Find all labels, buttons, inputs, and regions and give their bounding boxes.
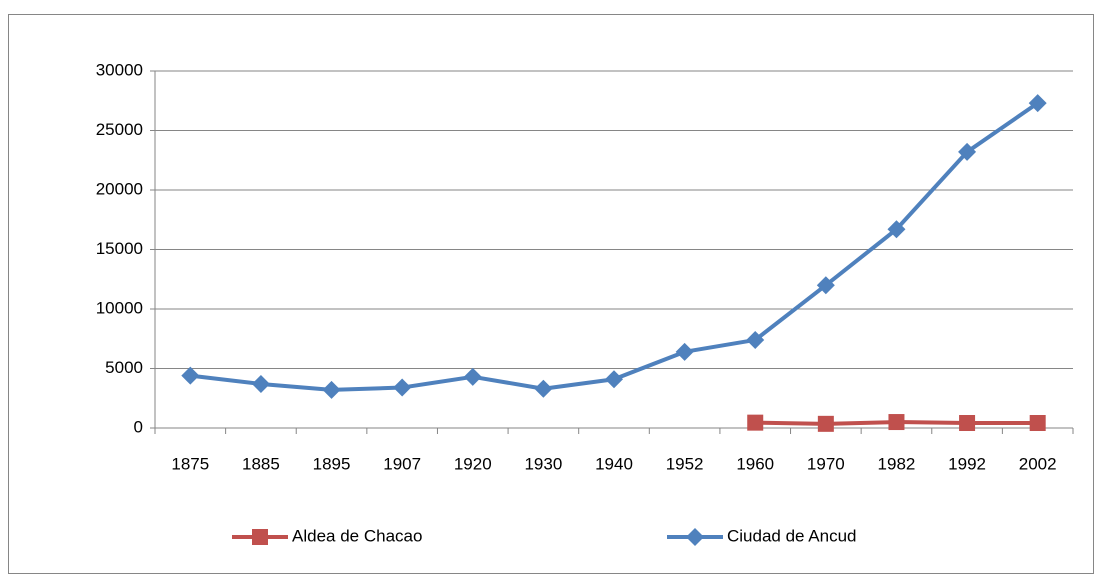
data-point: [463, 367, 482, 386]
x-tick-label: 1940: [595, 454, 633, 473]
data-point: [746, 330, 765, 349]
x-tick-label: 1952: [666, 454, 704, 473]
data-point: [605, 370, 623, 389]
legend-label: Ciudad de Ancud: [727, 526, 857, 545]
x-tick-label: 1930: [524, 454, 562, 473]
x-tick-label: 1970: [807, 454, 845, 473]
data-point: [1028, 94, 1047, 113]
data-point: [959, 415, 976, 432]
y-tick-label: 0: [134, 417, 143, 436]
data-point: [322, 380, 341, 399]
legend-marker: [252, 529, 268, 545]
data-point: [888, 414, 905, 431]
data-point: [887, 220, 906, 239]
y-tick-label: 10000: [96, 298, 143, 317]
data-point: [747, 414, 764, 431]
data-point: [816, 276, 835, 295]
y-tick-label: 20000: [96, 179, 143, 198]
legend-label: Aldea de Chacao: [292, 526, 422, 545]
data-point: [534, 379, 553, 398]
legend-marker: [686, 528, 704, 546]
data-point: [958, 142, 977, 161]
data-point: [181, 366, 200, 385]
data-point: [393, 378, 412, 397]
y-tick-label: 15000: [96, 239, 143, 258]
data-point: [675, 342, 694, 361]
x-tick-label: 1895: [313, 454, 351, 473]
x-tick-label: 1875: [171, 454, 209, 473]
x-tick-label: 1920: [454, 454, 492, 473]
x-tick-label: 1992: [948, 454, 986, 473]
data-point: [817, 415, 834, 432]
x-tick-label: 1885: [242, 454, 280, 473]
y-tick-label: 30000: [96, 60, 143, 79]
data-point: [251, 374, 270, 393]
y-tick-label: 5000: [105, 358, 143, 377]
x-tick-label: 1982: [878, 454, 916, 473]
chart-border: [8, 14, 1094, 574]
x-tick-label: 1907: [383, 454, 421, 473]
x-tick-label: 2002: [1019, 454, 1057, 473]
y-tick-label: 25000: [96, 120, 143, 139]
data-point: [1029, 415, 1046, 432]
x-tick-label: 1960: [736, 454, 774, 473]
